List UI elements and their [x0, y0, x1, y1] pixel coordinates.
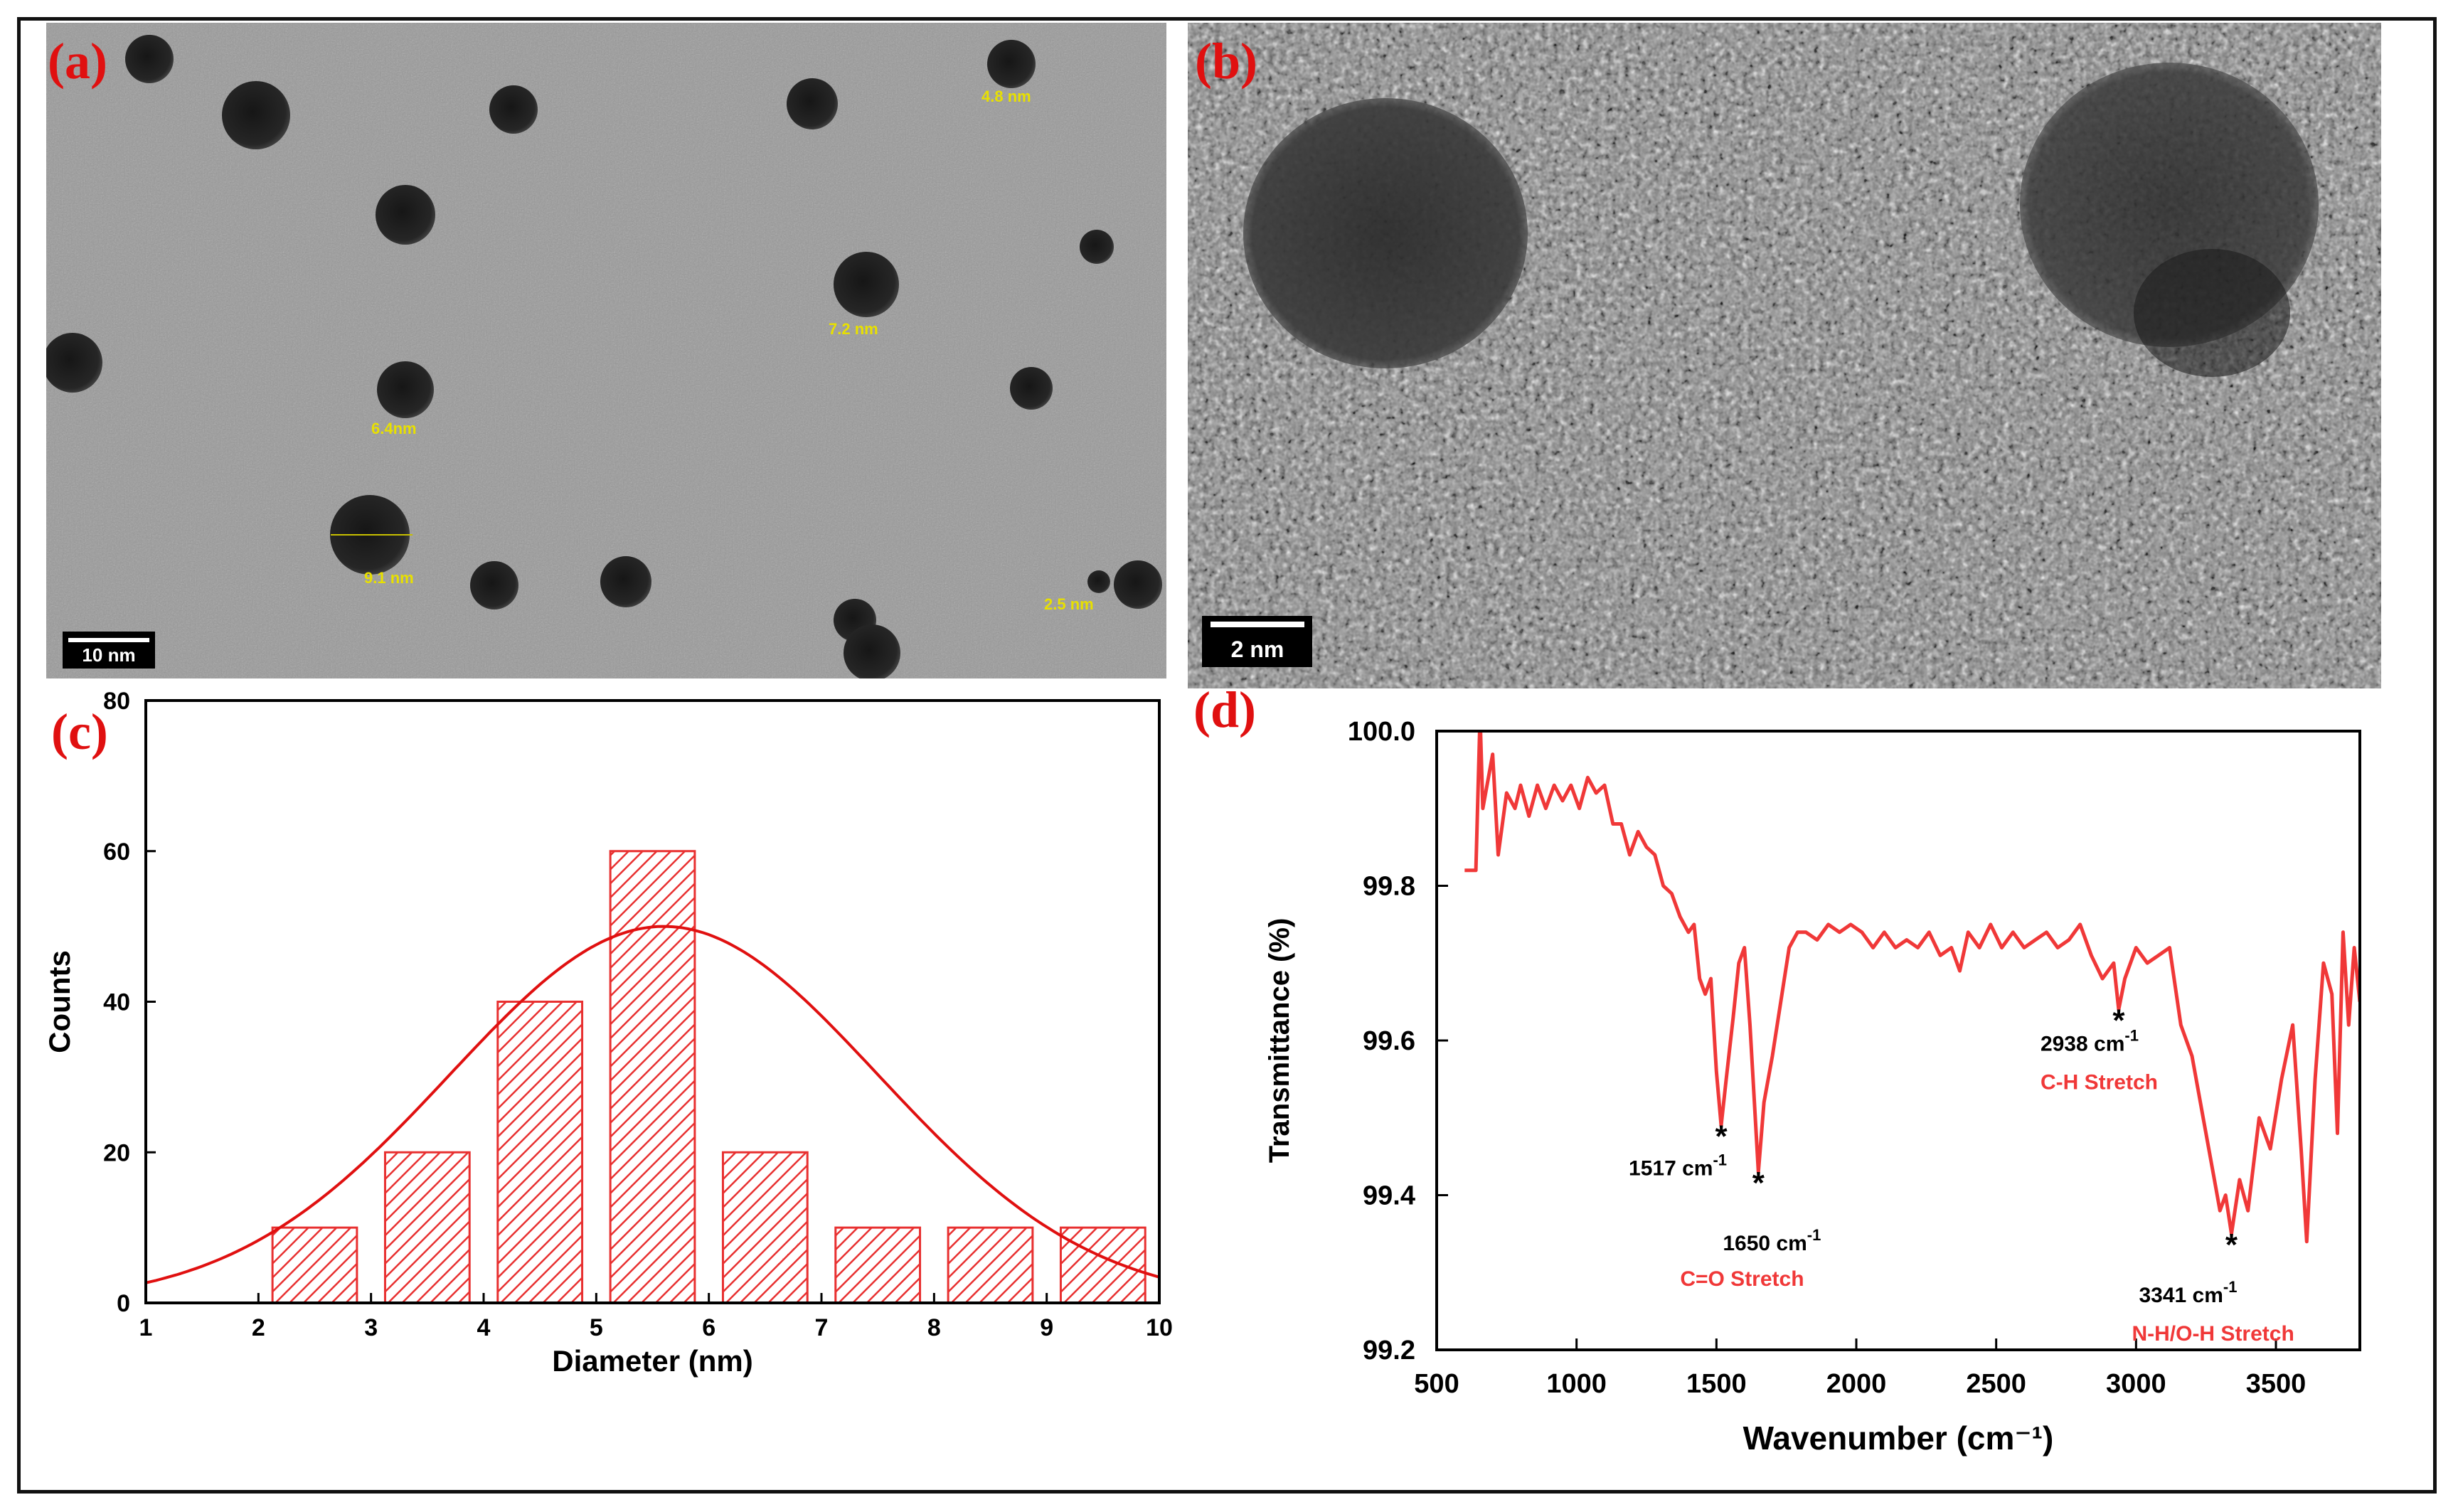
x-tick-label: 3 — [364, 1314, 378, 1341]
x-tick-label: 10 — [1146, 1314, 1173, 1341]
x-tick-label: 2000 — [1826, 1369, 1887, 1399]
panel-label-c: (c) — [51, 703, 108, 760]
panel-label-a: (a) — [48, 33, 107, 90]
gaussian-fit-curve — [145, 925, 1160, 1284]
band-assignment-label: C-H Stretch — [2041, 1071, 2158, 1095]
hrtem-image-panel-b: 2 nm — [1188, 23, 2381, 688]
peak-label-text: 2938 cm — [2041, 1033, 2124, 1056]
y-tick-label: 60 — [103, 838, 130, 866]
figure-frame — [17, 17, 2437, 1494]
x-tick-label: 2 — [252, 1314, 265, 1341]
histogram-bar — [496, 1001, 584, 1304]
band-assignment-label: C=O Stretch — [1680, 1267, 1804, 1291]
y-tick-label: 100.0 — [1348, 717, 1415, 747]
peak-label: 1517 cm-1 — [1629, 1151, 1727, 1181]
y-tick-label: 80 — [103, 688, 130, 715]
histogram-bar — [271, 1226, 358, 1304]
peak-label-superscript: -1 — [2223, 1278, 2238, 1296]
peak-label: 2938 cm-1 — [2041, 1027, 2139, 1056]
tem-image-panel-a: 4.8 nm 7.2 nm 6.4nm 9.1 nm 2.5 nm 10 nm — [46, 23, 1166, 678]
x-tick-label: 1000 — [1546, 1369, 1607, 1399]
y-tick-label: 0 — [117, 1290, 130, 1317]
x-tick-label: 9 — [1040, 1314, 1053, 1341]
panel-label-b: (b) — [1195, 33, 1257, 90]
y-tick-label: 40 — [103, 989, 130, 1016]
y-axis-label: Transmittance (%) — [1264, 918, 1295, 1164]
size-annotation: 6.4nm — [371, 420, 417, 437]
plot-frame — [1435, 730, 2361, 1351]
y-tick-label: 20 — [103, 1139, 130, 1166]
histogram-bar — [609, 850, 696, 1304]
x-tick-label: 2500 — [1966, 1369, 2026, 1399]
x-tick-label: 6 — [702, 1314, 715, 1341]
x-tick-label: 4 — [477, 1314, 491, 1341]
x-axis-label: Diameter (nm) — [552, 1344, 752, 1378]
y-tick-label: 99.2 — [1363, 1336, 1415, 1365]
size-annotation: 2.5 nm — [1044, 595, 1094, 613]
x-tick-label: 1500 — [1686, 1369, 1747, 1399]
histogram-bar — [1059, 1226, 1146, 1304]
scale-bar-label: 2 nm — [1231, 637, 1284, 662]
x-tick-label: 1 — [139, 1314, 153, 1341]
x-tick-label: 7 — [815, 1314, 829, 1341]
histogram-bar — [383, 1151, 471, 1304]
peak-marker-star: * — [2225, 1228, 2238, 1262]
x-tick-label: 3500 — [2246, 1369, 2307, 1399]
peak-marker-star: * — [1715, 1119, 1728, 1154]
peak-label-superscript: -1 — [1713, 1151, 1727, 1169]
size-annotation: 7.2 nm — [829, 320, 878, 338]
peak-label-text: 1650 cm — [1723, 1232, 1807, 1255]
peak-label-superscript: -1 — [1807, 1226, 1821, 1244]
y-tick-label: 99.4 — [1363, 1181, 1415, 1211]
peak-label-text: 3341 cm — [2139, 1284, 2223, 1307]
peak-label-superscript: -1 — [2124, 1027, 2139, 1045]
y-tick-label: 99.6 — [1363, 1026, 1415, 1056]
size-annotation: 4.8 nm — [981, 87, 1031, 105]
x-tick-label: 3000 — [2106, 1369, 2166, 1399]
size-annotation: 9.1 nm — [364, 569, 414, 587]
nanoparticles-a — [46, 35, 1162, 678]
x-axis-label: Wavenumber (cm⁻¹) — [1743, 1420, 2054, 1457]
size-annotations-a: 4.8 nm 7.2 nm 6.4nm 9.1 nm 2.5 nm — [364, 87, 1094, 613]
x-tick-label: 500 — [1414, 1369, 1459, 1399]
transmittance-series-line — [1464, 731, 2360, 1244]
x-tick-label: 5 — [590, 1314, 603, 1341]
x-tick-label: 8 — [927, 1314, 941, 1341]
peak-label-text: 1517 cm — [1629, 1157, 1713, 1181]
histogram-bar — [834, 1226, 922, 1304]
peak-marker-star: * — [2112, 1003, 2125, 1038]
scale-bar-label: 10 nm — [82, 644, 135, 666]
y-tick-label: 99.8 — [1363, 872, 1415, 902]
histogram-bar — [947, 1226, 1034, 1304]
nanoparticles-b — [1243, 63, 2319, 377]
peak-label: 3341 cm-1 — [2139, 1278, 2237, 1307]
y-axis-label: Counts — [43, 950, 76, 1053]
size-distribution-histogram: 1 2 3 4 5 6 7 8 9 10 0 20 40 60 80 Diameter (nm) Counts — [43, 688, 1173, 1378]
peak-label: 1650 cm-1 — [1723, 1226, 1821, 1255]
peak-marker-star: * — [1752, 1166, 1765, 1200]
scale-bar-b: 2 nm — [1202, 616, 1312, 667]
ftir-spectrum-chart: 500 1000 1500 2000 2500 3000 3500 99.2 99.4 99.6 9… — [1264, 717, 2361, 1457]
histogram-bar — [721, 1151, 809, 1304]
panel-label-d: (d) — [1193, 681, 1256, 738]
band-assignment-label: N-H/O-H Stretch — [2132, 1322, 2294, 1346]
scale-bar-a: 10 nm — [63, 632, 155, 669]
